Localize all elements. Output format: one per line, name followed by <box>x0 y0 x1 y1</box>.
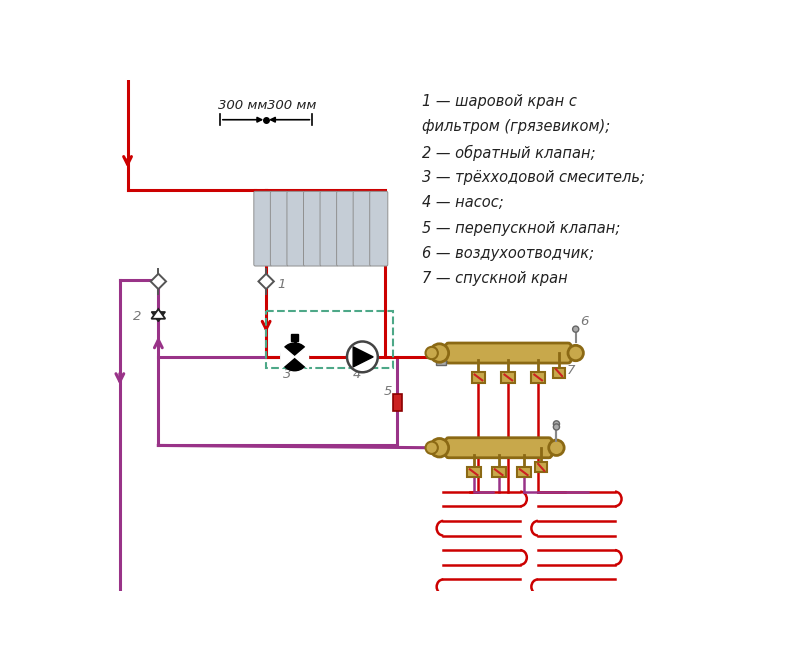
Text: 7 — спускной кран: 7 — спускной кран <box>422 272 568 286</box>
Text: 6 — воздухоотводчик;: 6 — воздухоотводчик; <box>422 246 594 261</box>
Circle shape <box>347 341 378 373</box>
Circle shape <box>568 345 583 361</box>
Text: фильтром (грязевиком);: фильтром (грязевиком); <box>422 119 611 134</box>
Text: 3: 3 <box>283 369 291 381</box>
Bar <box>517 467 531 477</box>
Text: 1: 1 <box>278 278 286 291</box>
Circle shape <box>553 424 559 430</box>
Bar <box>467 467 481 477</box>
Bar <box>492 467 506 477</box>
Circle shape <box>430 438 449 457</box>
Bar <box>535 462 548 472</box>
FancyBboxPatch shape <box>287 191 305 266</box>
FancyBboxPatch shape <box>320 191 338 266</box>
Polygon shape <box>353 347 373 367</box>
Text: 7: 7 <box>567 364 575 376</box>
Bar <box>501 373 515 382</box>
Text: 300 мм: 300 мм <box>267 99 316 112</box>
Text: 4: 4 <box>353 369 361 381</box>
FancyBboxPatch shape <box>353 191 372 266</box>
Text: 5: 5 <box>384 385 392 398</box>
Bar <box>531 373 545 382</box>
Circle shape <box>281 343 308 371</box>
Text: 2: 2 <box>133 310 141 323</box>
FancyBboxPatch shape <box>446 343 571 363</box>
Bar <box>436 349 447 365</box>
Circle shape <box>425 347 438 359</box>
Bar <box>393 394 402 411</box>
Polygon shape <box>151 312 165 321</box>
Circle shape <box>430 344 449 363</box>
Polygon shape <box>259 274 274 289</box>
Bar <box>291 334 298 341</box>
Text: 300 мм: 300 мм <box>219 99 267 112</box>
FancyBboxPatch shape <box>446 438 552 457</box>
Text: 4 — насос;: 4 — насос; <box>422 195 504 210</box>
Polygon shape <box>151 309 165 319</box>
Text: 2 — обратный клапан;: 2 — обратный клапан; <box>422 144 596 161</box>
Circle shape <box>573 326 579 332</box>
Polygon shape <box>294 345 308 369</box>
Polygon shape <box>151 274 166 289</box>
FancyBboxPatch shape <box>337 191 355 266</box>
Circle shape <box>553 421 559 427</box>
Circle shape <box>548 440 564 456</box>
Bar <box>472 373 485 382</box>
FancyBboxPatch shape <box>254 191 272 266</box>
Text: 1 — шаровой кран с: 1 — шаровой кран с <box>422 94 578 108</box>
Polygon shape <box>281 345 294 369</box>
FancyBboxPatch shape <box>304 191 322 266</box>
FancyBboxPatch shape <box>271 191 289 266</box>
Bar <box>266 311 393 369</box>
Text: 6: 6 <box>580 315 589 327</box>
Text: 5 — перепускной клапан;: 5 — перепускной клапан; <box>422 220 621 236</box>
Text: 3 — трёхходовой смеситель;: 3 — трёхходовой смеситель; <box>422 170 645 185</box>
Circle shape <box>425 442 438 454</box>
Bar <box>553 368 565 378</box>
FancyBboxPatch shape <box>370 191 388 266</box>
